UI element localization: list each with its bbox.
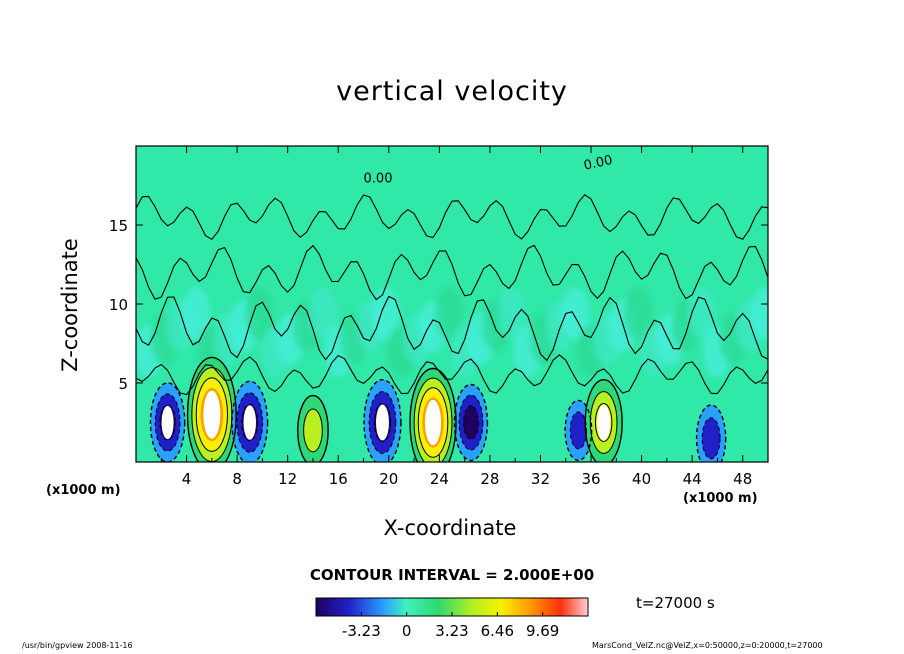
colorbar-ticks: -3.23 0 3.23 6.46 9.69 [342, 612, 559, 640]
colorbar-tick-label: 0 [402, 622, 412, 640]
band-blob [434, 287, 463, 340]
chart-title: vertical velocity [336, 76, 568, 107]
cell-contour [701, 417, 721, 460]
cell-contour [297, 394, 329, 462]
band-blob [371, 287, 400, 340]
footer-left: /usr/bin/gpview 2008-11-16 [22, 641, 133, 650]
x-tick-label: 44 [683, 470, 702, 488]
cell-contour [594, 402, 613, 443]
contour-lines: 0.00 0.00 [136, 153, 768, 462]
cell-contour [149, 382, 186, 462]
velocity-cell [410, 368, 457, 462]
cell-contour [159, 404, 176, 441]
cell-contour [368, 391, 397, 454]
x-axis-label: X-coordinate [383, 516, 517, 540]
y-tick-label: 15 [109, 217, 128, 235]
zero-contour [136, 244, 768, 301]
velocity-cell [231, 381, 268, 462]
band-blob [750, 287, 768, 340]
cell-contour [154, 393, 181, 452]
cell-contour [231, 380, 269, 462]
cell-contour [589, 391, 618, 454]
cell-contour [363, 379, 402, 462]
mid-level-band [136, 287, 768, 378]
colorbar-tick-label: -3.23 [342, 622, 381, 640]
colorbar-tick-label: 6.46 [481, 622, 514, 640]
cell-contour [373, 402, 392, 443]
cell-contour [453, 383, 489, 462]
time-label: t=27000 s [636, 594, 715, 612]
cell-core [597, 404, 611, 441]
cell-contour [186, 356, 237, 462]
contour-label: 0.00 [364, 171, 393, 186]
band-blob [245, 287, 274, 340]
cell-contour [458, 394, 484, 451]
zero-contour [136, 295, 768, 362]
cell-level [463, 405, 479, 440]
cell-level [570, 411, 587, 449]
colorbar-tick-label: 3.23 [435, 622, 468, 640]
cell-contour [564, 399, 593, 462]
x-tick-label: 20 [379, 470, 398, 488]
cell-core [243, 405, 256, 440]
cell-contour [695, 404, 727, 462]
cell-contour [569, 411, 588, 450]
band-blob [308, 287, 337, 340]
band-blob [498, 287, 527, 340]
x-tick-label: 8 [232, 470, 242, 488]
zero-contour [136, 354, 768, 396]
x-tick-label: 40 [632, 470, 651, 488]
cell-level [702, 417, 721, 459]
colorbar-tick-label: 9.69 [526, 622, 559, 640]
x-tick-label: 24 [430, 470, 449, 488]
y-tick-label: 5 [118, 375, 128, 393]
cell-contour [303, 408, 323, 453]
velocity-cell [187, 357, 237, 462]
cell-contour [584, 379, 623, 462]
zero-contour [136, 194, 768, 241]
x-tick-label: 4 [182, 470, 192, 488]
cell-core [424, 399, 442, 446]
velocity-cell [696, 405, 726, 462]
contour-interval: CONTOUR INTERVAL = 2.000E+00 [309, 566, 595, 584]
y-axis-unit: (x1000 m) [46, 483, 121, 498]
cell-core [376, 404, 389, 441]
cell-contour [417, 387, 449, 458]
cell-contour [241, 403, 259, 442]
y-tick-label: 10 [109, 296, 128, 314]
band-blob [561, 287, 590, 340]
cell-core [203, 390, 221, 439]
cell-core [161, 405, 174, 440]
band-blob [624, 287, 653, 340]
cell-contour [413, 377, 453, 462]
x-tick-label: 12 [278, 470, 297, 488]
footer-right: MarsCond_VelZ.nc@VelZ,x=0:50000,z=0:2000… [592, 641, 823, 650]
velocity-cell [297, 395, 329, 462]
x-tick-label: 28 [480, 470, 499, 488]
cell-contour [236, 392, 264, 453]
x-tick-label: 16 [329, 470, 348, 488]
cell-level [303, 408, 323, 452]
band-blob [182, 287, 211, 340]
x-tick-label: 48 [733, 470, 752, 488]
cell-contour [195, 377, 228, 452]
x-axis-unit: (x1000 m) [683, 491, 758, 506]
cell-contour [463, 405, 479, 440]
band-blob [687, 287, 716, 340]
x-tick-label: 36 [581, 470, 600, 488]
cell-contour [409, 367, 457, 462]
contour-label: 0.00 [582, 153, 613, 174]
x-tick-label: 32 [531, 470, 550, 488]
